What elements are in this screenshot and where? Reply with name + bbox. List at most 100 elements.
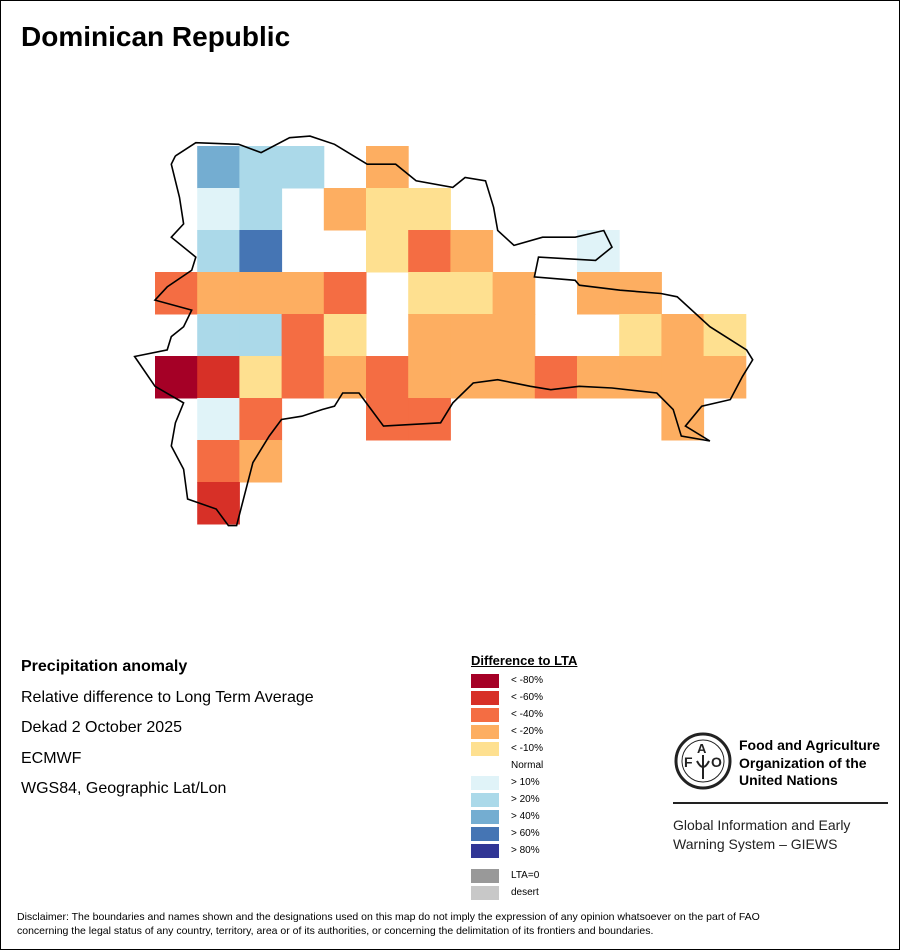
svg-text:O: O bbox=[711, 754, 722, 770]
grid-cell-p60 bbox=[239, 230, 283, 273]
legend-item-p60: > 60% bbox=[471, 825, 577, 842]
grid-cell-p20 bbox=[239, 188, 283, 231]
legend-item-p40: > 40% bbox=[471, 808, 577, 825]
info-source: ECMWF bbox=[21, 749, 82, 767]
legend-label: desert bbox=[511, 887, 539, 898]
grid-cell-m20 bbox=[323, 356, 367, 399]
grid-cell-m10 bbox=[366, 188, 409, 231]
grid-cell-p40 bbox=[197, 146, 240, 189]
grid-cell-p20 bbox=[281, 146, 325, 189]
disclaimer-line1: Disclaimer: The boundaries and names sho… bbox=[17, 911, 760, 923]
legend-label: < -40% bbox=[511, 709, 543, 720]
grid-cell-m80 bbox=[155, 356, 198, 399]
grid-cell-m20 bbox=[492, 356, 536, 399]
grid-cell-m40 bbox=[534, 356, 578, 399]
legend-item-m20: < -20% bbox=[471, 723, 577, 740]
legend-label: < -60% bbox=[511, 692, 543, 703]
grid-cell-p10 bbox=[197, 188, 240, 231]
grid-cell-p10 bbox=[577, 230, 620, 273]
legend: Difference to LTA < -80% < -60% < -40% < -2… bbox=[471, 653, 577, 901]
legend-label: > 40% bbox=[511, 811, 540, 822]
grid-cell-m20 bbox=[323, 188, 367, 231]
grid-cell-m20 bbox=[661, 314, 705, 357]
country-outline bbox=[133, 135, 754, 527]
grid-cell-m10 bbox=[323, 314, 367, 357]
info-projection: WGS84, Geographic Lat/Lon bbox=[21, 780, 227, 797]
legend-item-m40: < -40% bbox=[471, 706, 577, 723]
legend-swatch bbox=[471, 775, 499, 790]
grid-cell-m20 bbox=[450, 230, 494, 273]
legend-swatch bbox=[471, 826, 499, 841]
legend-swatch bbox=[471, 724, 499, 739]
legend-item-m80: < -80% bbox=[471, 672, 577, 689]
legend-swatch bbox=[471, 758, 499, 773]
fao-emblem-icon: F A O bbox=[674, 732, 732, 790]
grid-cell-m20 bbox=[366, 146, 409, 189]
grid-cell-m20 bbox=[577, 272, 620, 315]
svg-text:A: A bbox=[697, 741, 707, 756]
legend-item-m60: < -60% bbox=[471, 689, 577, 706]
grid-cell-m40 bbox=[408, 398, 451, 441]
legend-item-p80: > 80% bbox=[471, 842, 577, 859]
grid-cell-p20 bbox=[239, 314, 283, 357]
giews-line1: Global Information and Early bbox=[673, 817, 851, 833]
legend-title: Difference to LTA bbox=[471, 653, 578, 668]
legend-swatch bbox=[471, 885, 499, 900]
info-heading: Precipitation anomaly bbox=[21, 658, 188, 675]
legend-swatch bbox=[471, 741, 499, 756]
map-info: Precipitation anomaly Relative differenc… bbox=[21, 658, 314, 811]
grid-cell-m20 bbox=[408, 356, 451, 399]
legend-swatch bbox=[471, 868, 499, 883]
grid-cell-p20 bbox=[197, 314, 240, 357]
giews-line2: Warning System – GIEWS bbox=[673, 836, 838, 852]
grid-cell-m40 bbox=[197, 440, 240, 483]
giews-label: Global Information and Early Warning Sys… bbox=[673, 816, 850, 854]
grid-cell-m20 bbox=[408, 314, 451, 357]
legend-swatch bbox=[471, 809, 499, 824]
legend-item-n: Normal bbox=[471, 757, 577, 774]
grid-cell-m20 bbox=[239, 440, 283, 483]
legend-item-desert: desert bbox=[471, 884, 577, 901]
grid-cell-m20 bbox=[281, 272, 325, 315]
disclaimer: Disclaimer: The boundaries and names sho… bbox=[17, 910, 887, 938]
grid-cell-m60 bbox=[197, 356, 240, 399]
grid-cell-m20 bbox=[577, 356, 620, 399]
legend-swatch bbox=[471, 792, 499, 807]
grid-cell-m20 bbox=[450, 356, 494, 399]
grid-cell-m40 bbox=[408, 230, 451, 273]
legend-label: > 20% bbox=[511, 794, 540, 805]
grid-cell-m40 bbox=[281, 314, 325, 357]
grid-cell-m40 bbox=[323, 272, 367, 315]
grid-cell-m20 bbox=[492, 272, 536, 315]
grid-cell-m40 bbox=[281, 356, 325, 399]
grid-cell-m20 bbox=[239, 272, 283, 315]
info-subtitle: Relative difference to Long Term Average bbox=[21, 688, 314, 706]
grid-cell-m10 bbox=[408, 272, 451, 315]
grid-cell-m20 bbox=[450, 314, 494, 357]
legend-label: < -10% bbox=[511, 743, 543, 754]
grid-cell-m10 bbox=[703, 314, 747, 357]
legend-label: LTA=0 bbox=[511, 870, 540, 881]
grid-cell-m40 bbox=[366, 398, 409, 441]
fao-name: Food and Agriculture Organization of the… bbox=[739, 737, 880, 790]
grid-cell-p10 bbox=[197, 398, 240, 441]
grid-cell-m20 bbox=[492, 314, 536, 357]
legend-label: > 80% bbox=[511, 845, 540, 856]
grid-cell-m10 bbox=[239, 356, 283, 399]
grid-cell-m20 bbox=[197, 272, 240, 315]
fao-name-line1: Food and Agriculture bbox=[739, 737, 881, 753]
legend-item-m10: < -10% bbox=[471, 740, 577, 757]
grid-cell-m10 bbox=[366, 230, 409, 273]
anomaly-map bbox=[133, 135, 754, 527]
grid-cell-m20 bbox=[661, 356, 705, 399]
grid-cell-p20 bbox=[197, 230, 240, 273]
fao-name-line3: United Nations bbox=[739, 772, 838, 788]
legend-item-lta0: LTA=0 bbox=[471, 867, 577, 884]
info-period: Dekad 2 October 2025 bbox=[21, 719, 182, 736]
legend-label: Normal bbox=[511, 760, 544, 771]
legend-swatch bbox=[471, 673, 499, 688]
divider bbox=[673, 802, 888, 804]
legend-label: < -20% bbox=[511, 726, 543, 737]
svg-text:F: F bbox=[684, 754, 693, 770]
